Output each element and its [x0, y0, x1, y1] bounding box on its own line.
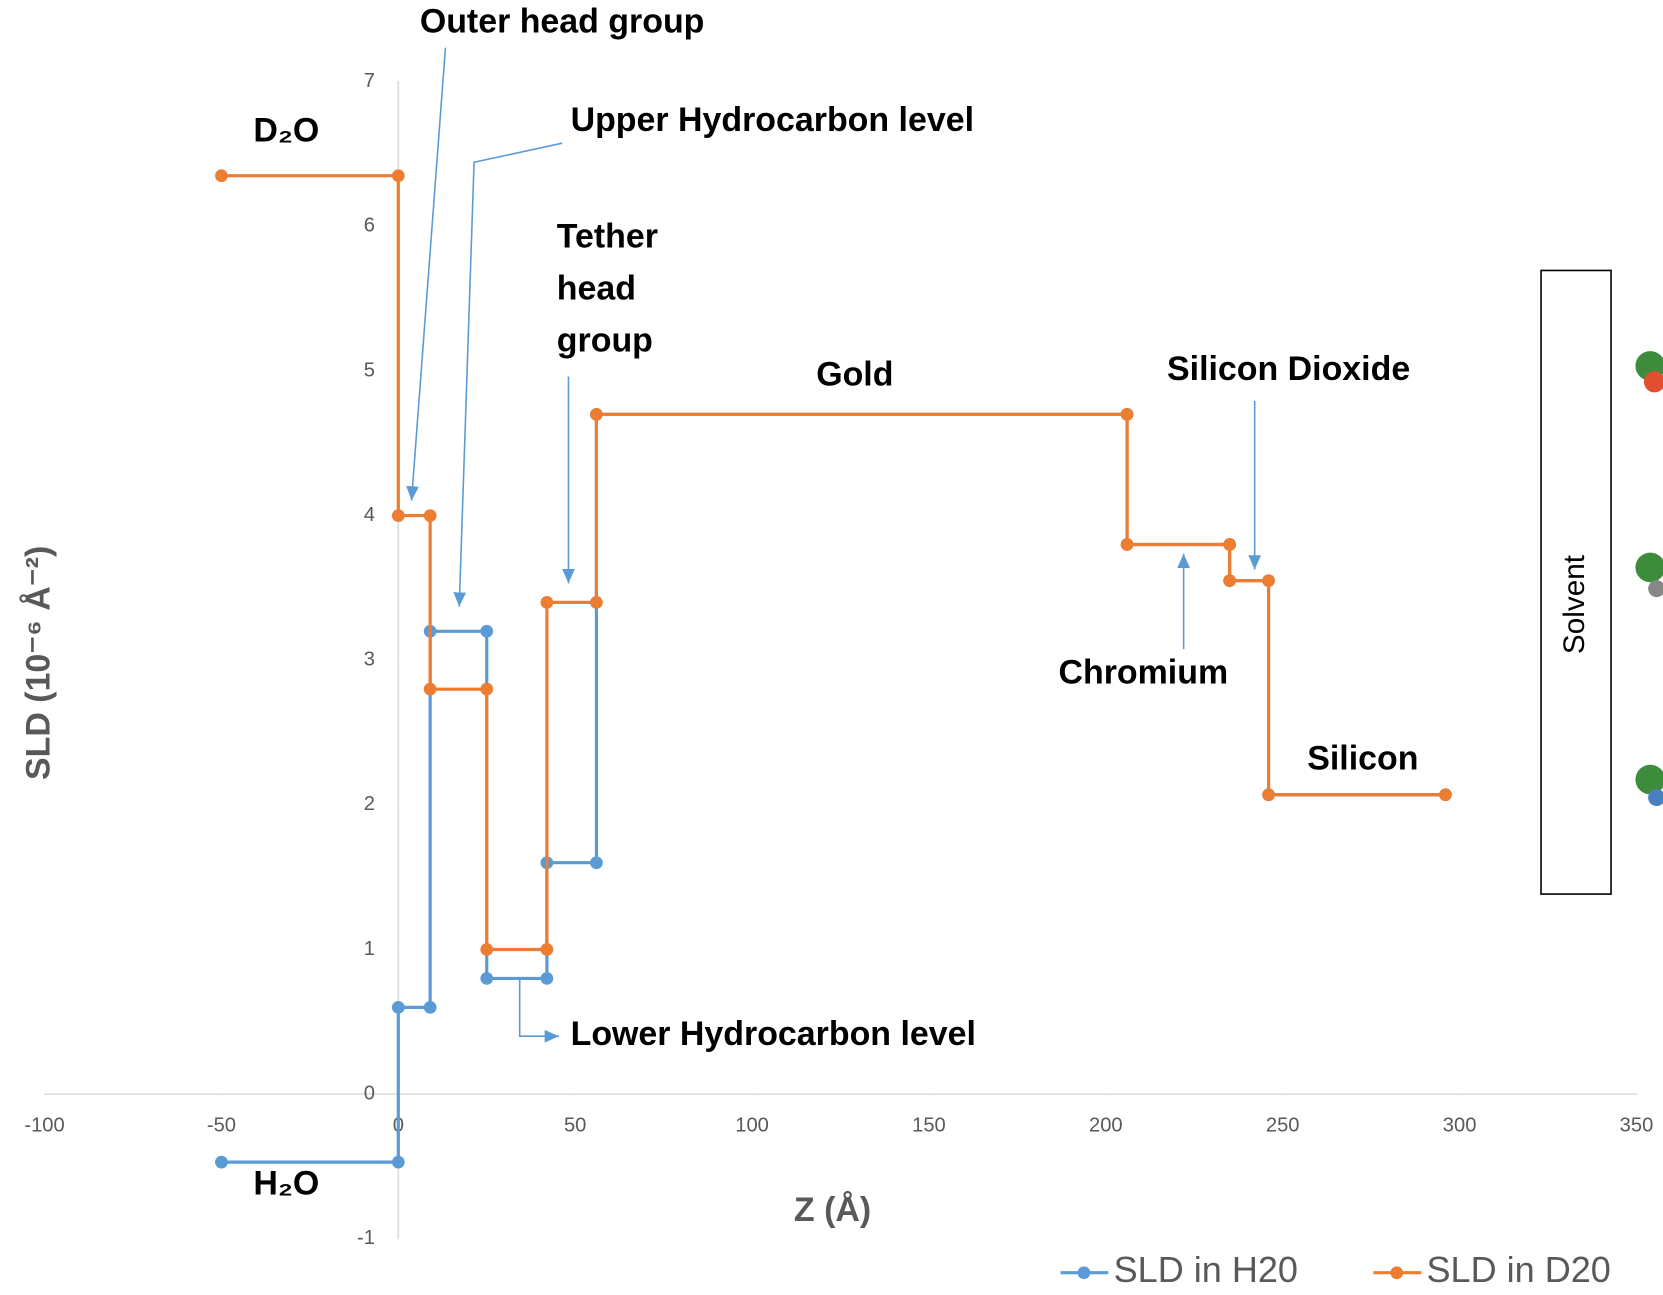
point [215, 169, 228, 182]
x-tick-label: 300 [1443, 1114, 1477, 1136]
y-tick-label: 3 [364, 649, 375, 671]
point [424, 509, 437, 522]
point [480, 683, 493, 696]
point [424, 1001, 437, 1014]
annotation: Upper Hydrocarbon level [571, 101, 974, 139]
legend-marker [1390, 1266, 1403, 1279]
page: Solvent Z (Å) SLD (10⁻⁶ Å⁻²) -100 -50 0 50 1… [0, 0, 1663, 1295]
x-tick-label: -100 [24, 1114, 64, 1136]
annotation: group [557, 322, 653, 360]
point [392, 509, 405, 522]
legend-marker [1078, 1266, 1091, 1279]
x-tick-label: 200 [1089, 1114, 1123, 1136]
point [480, 943, 493, 956]
point [1262, 574, 1275, 587]
series-line [221, 176, 1445, 950]
point [541, 596, 554, 609]
point [1121, 408, 1134, 421]
x-axis-label: Z (Å) [794, 1191, 871, 1229]
x-tick-label: 50 [564, 1114, 586, 1136]
point [480, 972, 493, 985]
chart: Solvent Z (Å) SLD (10⁻⁶ Å⁻²) -100 -50 0 50 1… [0, 0, 1663, 1295]
x-tick-label: 150 [912, 1114, 946, 1136]
x-tick-label: 250 [1266, 1114, 1300, 1136]
point [480, 625, 493, 638]
y-tick-label: 4 [364, 504, 375, 526]
x-tick-label: 350 [1620, 1114, 1654, 1136]
arrow [412, 48, 446, 501]
point [1262, 788, 1275, 801]
point [541, 972, 554, 985]
annotation: head [557, 270, 636, 308]
point [1223, 538, 1236, 551]
point [590, 856, 603, 869]
point [392, 1001, 405, 1014]
legend-label: SLD in H20 [1114, 1249, 1298, 1290]
annotation: Chromium [1059, 654, 1229, 692]
point [215, 1156, 228, 1169]
y-tick-label: 2 [364, 793, 375, 815]
point [424, 683, 437, 696]
point [1223, 574, 1236, 587]
point [392, 1156, 405, 1169]
annotation: Lower Hydrocarbon level [571, 1015, 976, 1053]
point [1121, 538, 1134, 551]
point [1439, 788, 1452, 801]
annotation: Gold [816, 355, 893, 393]
y-axis-label: SLD (10⁻⁶ Å⁻²) [19, 546, 57, 780]
y-tick-label: -1 [357, 1227, 375, 1249]
arrow [459, 143, 562, 606]
annotation: Silicon [1307, 739, 1418, 777]
y-tick-label: 7 [364, 70, 375, 92]
annotation: D₂O [253, 112, 319, 150]
x-tick-label: -50 [207, 1114, 236, 1136]
point [590, 596, 603, 609]
point [541, 943, 554, 956]
annotation: H₂O [253, 1165, 319, 1203]
point [590, 408, 603, 421]
annotation: Outer head group [420, 2, 705, 40]
annotation: Tether [557, 218, 658, 256]
y-tick-label: 5 [364, 359, 375, 381]
molecule-icons [1635, 351, 1663, 806]
side-label: Solvent [1558, 554, 1591, 654]
arrow [520, 979, 559, 1036]
annotation: Silicon Dioxide [1167, 350, 1410, 388]
point [392, 169, 405, 182]
y-tick-label: 0 [364, 1082, 375, 1104]
y-tick-label: 1 [364, 938, 375, 960]
y-tick-label: 6 [364, 215, 375, 237]
x-tick-label: 100 [735, 1114, 769, 1136]
legend-label: SLD in D20 [1426, 1249, 1610, 1290]
